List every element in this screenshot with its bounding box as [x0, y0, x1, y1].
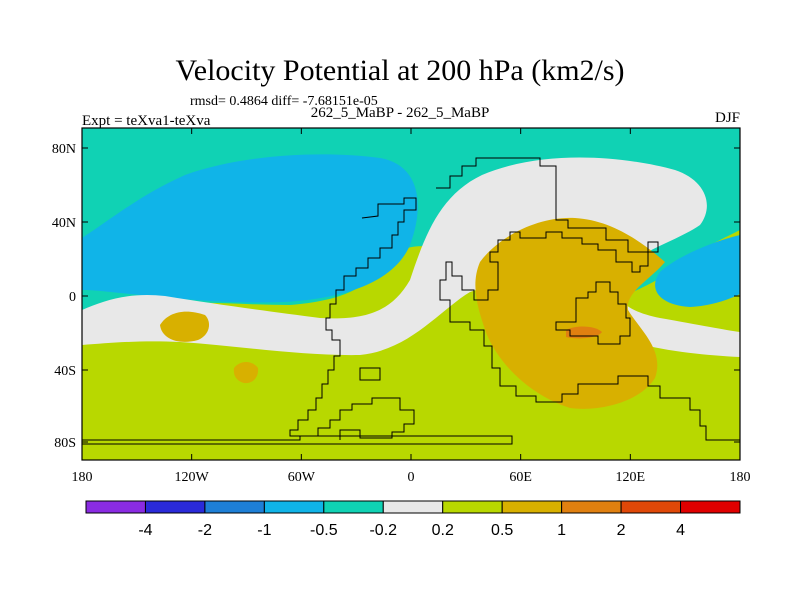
x-axis-ticks: 180 120W 60W 0 60E 120E 180: [72, 128, 751, 485]
colorbar-swatch: [620, 500, 682, 514]
colorbar-label: -1: [257, 522, 271, 539]
y-tick-label: 80S: [54, 436, 76, 451]
x-tick-label: 120W: [175, 470, 210, 485]
y-axis-ticks: 80N 40N 0 40S 80S: [52, 142, 740, 451]
y-tick-label: 40S: [54, 364, 76, 379]
colorbar-swatch: [501, 500, 563, 514]
colorbar-swatch: [85, 500, 146, 514]
colorbar-label: 0.5: [491, 522, 513, 539]
colorbar-swatch: [442, 500, 503, 514]
outline-australia-inner: [555, 281, 631, 345]
contour-fields: [82, 128, 740, 460]
colorbar-swatch: [144, 500, 206, 514]
east-low: [655, 235, 740, 307]
colorbar-label: -0.5: [310, 522, 338, 539]
x-tick-label: 120E: [616, 470, 646, 485]
west-high-lower: [233, 362, 259, 384]
colorbar-label: -2: [198, 522, 212, 539]
northwest-low: [82, 154, 418, 303]
y-tick-label: 40N: [52, 216, 76, 231]
colorbar-swatch: [323, 500, 384, 514]
colorbar-swatch: [382, 500, 444, 514]
outline-antarctica: [82, 435, 513, 445]
stats-label: rmsd= 0.4864 diff= -7.68151e-05: [190, 94, 378, 109]
experiment-label: Expt = teXva1-teXva: [82, 113, 211, 129]
x-tick-label: 180: [72, 470, 93, 485]
colorbar-swatch: [561, 500, 622, 514]
chart-title: Velocity Potential at 200 hPa (km2/s): [175, 54, 625, 87]
colorbar-swatch: [680, 500, 741, 514]
outline-africa-eurasia: [436, 157, 740, 441]
colorbar: -4 -2 -1 -0.5 -0.2 0.2 0.5 1 2 4: [85, 500, 741, 539]
case-label: 262_5_MaBP - 262_5_MaBP: [310, 105, 490, 121]
x-tick-label: 60E: [509, 470, 532, 485]
colorbar-label: 2: [617, 522, 626, 539]
x-tick-label: 0: [408, 470, 415, 485]
y-tick-label: 80N: [52, 142, 76, 157]
colorbar-label: -4: [138, 522, 152, 539]
x-tick-label: 180: [730, 470, 751, 485]
outline-americas: [289, 197, 417, 440]
west-high-upper: [160, 311, 210, 342]
coastline-outlines: [82, 157, 740, 445]
central-high: [475, 217, 665, 409]
outline-island: [359, 367, 381, 381]
x-tick-label: 60W: [288, 470, 316, 485]
colorbar-label: 4: [676, 522, 685, 539]
colorbar-label: 0.2: [432, 522, 454, 539]
y-tick-label: 0: [69, 290, 76, 305]
core-max: [566, 326, 602, 339]
season-label: DJF: [714, 110, 740, 126]
colorbar-swatch: [263, 500, 325, 514]
colorbar-label: -0.2: [369, 522, 397, 539]
colorbar-label: 1: [557, 522, 566, 539]
colorbar-swatch: [204, 500, 265, 514]
